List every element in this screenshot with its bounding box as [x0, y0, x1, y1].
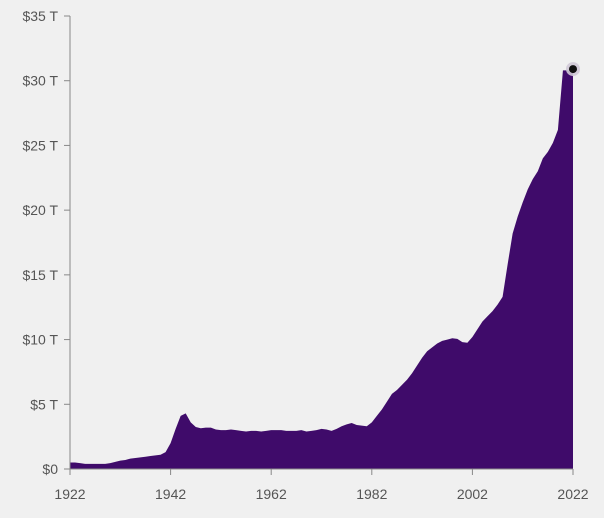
y-tick-label: $5 T [30, 396, 58, 412]
y-tick-label: $10 T [22, 332, 58, 348]
axes: $0 $5 T $10 T $15 T $20 T $25 T $30 T $35 T 1922… [22, 8, 588, 502]
y-tick-label: $35 T [22, 8, 58, 24]
y-tick-label: $0 [42, 461, 58, 477]
x-tick-label: 1982 [356, 486, 387, 502]
x-tick-label: 1962 [256, 486, 287, 502]
x-tick-label: 2002 [457, 486, 488, 502]
x-tick-label: 1942 [155, 486, 186, 502]
y-tick-label: $20 T [22, 202, 58, 218]
x-tick-label: 2022 [557, 486, 588, 502]
y-tick-label: $25 T [22, 137, 58, 153]
highlight-point[interactable] [569, 65, 577, 74]
y-tick-label: $30 T [22, 73, 58, 89]
area-layer [70, 70, 573, 470]
x-tick-label: 1922 [54, 486, 85, 502]
area-series [70, 70, 573, 470]
highlight-layer [566, 62, 580, 77]
y-tick-label: $15 T [22, 267, 58, 283]
